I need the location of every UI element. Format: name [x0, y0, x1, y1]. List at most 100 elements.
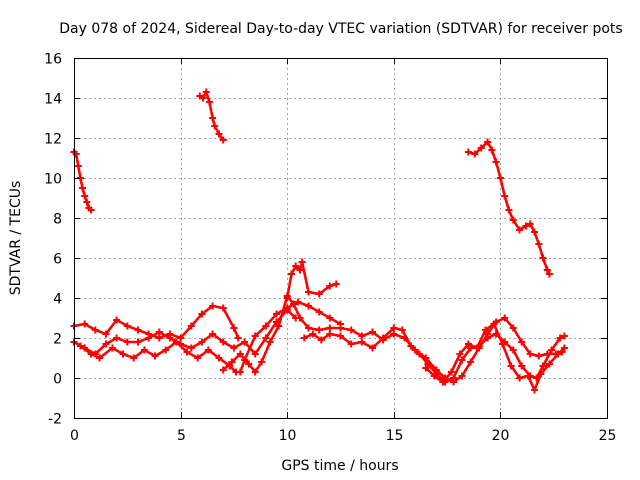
- data-point-marker: [484, 334, 492, 342]
- data-point-marker: [407, 342, 415, 350]
- data-point-marker: [219, 136, 227, 144]
- data-point-marker: [296, 314, 304, 322]
- data-point-marker: [358, 338, 366, 346]
- data-point-marker: [215, 354, 223, 362]
- data-point-marker: [560, 344, 568, 352]
- data-point-marker: [332, 280, 340, 288]
- data-point-marker: [464, 340, 472, 348]
- data-point-marker: [204, 346, 212, 354]
- data-point-marker: [548, 346, 556, 354]
- data-point-marker: [155, 334, 163, 342]
- data-point-marker: [505, 206, 513, 214]
- data-point-marker: [464, 148, 472, 156]
- y-tick-label: 10: [44, 172, 62, 188]
- data-point-marker: [183, 348, 191, 356]
- data-point-marker: [162, 346, 170, 354]
- data-point-marker: [509, 346, 517, 354]
- data-point-marker: [209, 302, 217, 310]
- data-point-marker: [545, 270, 553, 278]
- data-point-marker: [113, 316, 121, 324]
- data-point-marker: [326, 324, 334, 332]
- data-point-marker: [230, 344, 238, 352]
- data-point-marker: [211, 122, 219, 130]
- data-point-marker: [524, 372, 532, 380]
- x-tick-label: 5: [177, 428, 186, 444]
- data-point-marker: [199, 94, 207, 102]
- data-point-marker: [140, 346, 148, 354]
- data-point-marker: [305, 288, 312, 296]
- data-point-marker: [560, 332, 568, 340]
- data-point-marker: [309, 330, 317, 338]
- data-point-marker: [266, 338, 274, 346]
- data-point-marker: [119, 350, 127, 358]
- data-point-marker: [501, 192, 509, 200]
- data-point-marker: [488, 146, 496, 154]
- data-point-marker: [230, 324, 238, 332]
- data-point-marker: [473, 344, 481, 352]
- data-point-marker: [518, 338, 526, 346]
- data-point-marker: [166, 334, 174, 342]
- data-point-marker: [499, 340, 506, 348]
- data-point-marker: [300, 334, 308, 342]
- data-point-marker: [87, 206, 95, 214]
- data-point-marker: [145, 334, 153, 342]
- data-point-marker: [219, 338, 227, 346]
- data-point-marker: [496, 174, 504, 182]
- data-point-marker: [288, 270, 295, 278]
- x-tick-labels: 0 5 10 15 20 25: [70, 428, 616, 444]
- data-point-marker: [305, 302, 312, 310]
- data-point-marker: [294, 298, 302, 306]
- data-point-marker: [369, 344, 376, 352]
- data-point-marker: [102, 340, 110, 348]
- data-point-marker: [369, 328, 376, 336]
- data-point-marker: [458, 372, 466, 380]
- data-point-marker: [215, 130, 223, 138]
- y-tick-labels: -2 0 2 4 6 8 10 12 14 16: [44, 52, 62, 428]
- data-point-marker: [83, 198, 91, 206]
- data-point-marker: [209, 114, 217, 122]
- grid-lines: [74, 58, 607, 418]
- data-point-marker: [108, 344, 116, 352]
- data-point-marker: [123, 322, 131, 330]
- data-point-marker: [526, 220, 534, 228]
- data-point-marker: [209, 330, 217, 338]
- data-point-marker: [535, 352, 543, 360]
- data-point-marker: [134, 338, 142, 346]
- y-tick-label: 4: [53, 292, 62, 308]
- data-point-marker: [123, 338, 131, 346]
- data-point-marker: [492, 158, 500, 166]
- data-point-marker: [134, 326, 142, 334]
- data-point-marker: [477, 144, 485, 152]
- data-point-marker: [390, 324, 398, 332]
- data-point-marker: [187, 322, 195, 330]
- data-point-marker: [537, 370, 545, 378]
- data-point-marker: [187, 344, 195, 352]
- data-point-marker: [228, 358, 236, 366]
- data-point-marker: [531, 386, 538, 394]
- data-point-marker: [130, 354, 138, 362]
- data-point-marker: [236, 368, 244, 376]
- x-tick-label: 20: [492, 428, 510, 444]
- data-point-marker: [251, 350, 259, 358]
- data-point-marker: [91, 326, 99, 334]
- data-point-marker: [76, 342, 84, 350]
- series-layer: [70, 88, 568, 394]
- y-tick-label: 6: [53, 252, 62, 268]
- data-point-marker: [526, 350, 534, 358]
- data-point-marker: [262, 334, 270, 342]
- data-point-marker: [347, 340, 355, 348]
- data-point-marker: [273, 310, 280, 318]
- data-point-marker: [507, 362, 515, 370]
- plot-frame: [74, 58, 608, 419]
- data-point-marker: [72, 150, 80, 158]
- x-tick-label: 25: [599, 428, 617, 444]
- data-point-marker: [516, 226, 524, 234]
- chart-title: Day 078 of 2024, Sidereal Day-to-day VTE…: [59, 21, 622, 37]
- data-point-marker: [516, 374, 524, 382]
- data-point-marker: [535, 240, 543, 248]
- data-point-marker: [81, 192, 89, 200]
- data-point-marker: [471, 150, 479, 158]
- data-point-marker: [81, 320, 89, 328]
- data-point-marker: [290, 300, 298, 308]
- data-point-marker: [317, 336, 325, 344]
